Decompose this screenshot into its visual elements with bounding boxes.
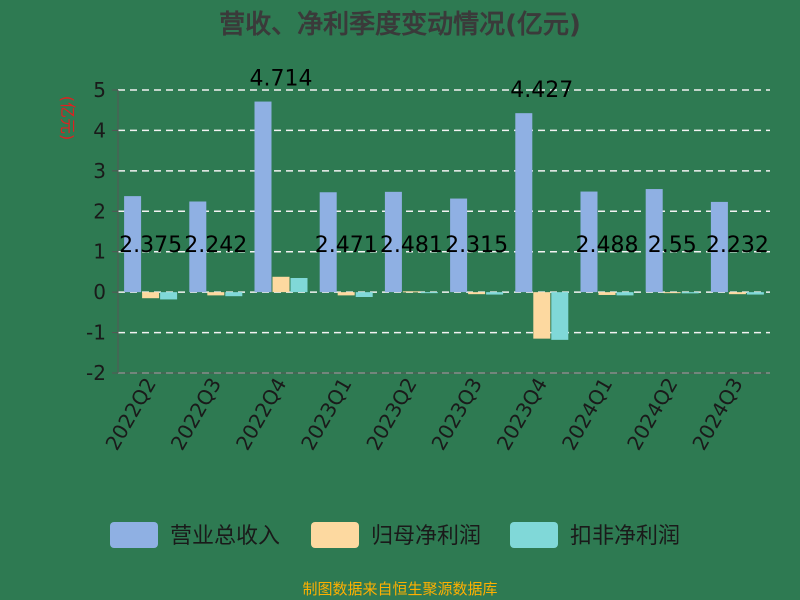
y-tick-label: 4 xyxy=(93,118,106,142)
data-label: 2.315 xyxy=(445,233,508,258)
chart-title: 营收、净利季度变动情况(亿元) xyxy=(219,9,581,40)
x-tick-label: 2023Q2 xyxy=(361,374,421,455)
bar-2023q1-s1 xyxy=(337,292,355,296)
x-tick-label: 2023Q3 xyxy=(426,374,486,455)
y-axis-label: (亿元) xyxy=(58,96,77,141)
data-label: 2.375 xyxy=(119,233,182,258)
x-tick-label: 2022Q2 xyxy=(100,374,160,455)
bar-2022q2-s0 xyxy=(124,196,142,293)
data-label: 2.488 xyxy=(576,233,639,258)
legend-label: 扣非净利润 xyxy=(570,524,680,549)
bar-series xyxy=(124,101,764,340)
legend-label: 营业总收入 xyxy=(170,524,280,549)
bar-2023q3-s2 xyxy=(486,292,504,295)
x-tick-label: 2023Q4 xyxy=(492,374,552,455)
bar-2022q3-s1 xyxy=(207,292,225,296)
data-label: 4.714 xyxy=(250,67,313,92)
bar-2024q3-s0 xyxy=(710,201,728,293)
y-tick-label: -1 xyxy=(86,321,106,345)
bar-2022q4-s0 xyxy=(254,101,272,293)
x-tick-label: 2022Q4 xyxy=(231,374,291,455)
y-tick-label: -2 xyxy=(86,361,106,385)
bar-2023q2-s1 xyxy=(402,291,420,293)
x-tick-label: 2024Q3 xyxy=(687,374,747,455)
bar-2022q3-s2 xyxy=(225,292,243,297)
bar-2023q4-s2 xyxy=(551,292,569,340)
y-tick-label: 0 xyxy=(93,280,106,304)
data-label: 2.55 xyxy=(648,233,697,258)
bar-2023q4-s0 xyxy=(515,113,533,293)
data-label: 2.232 xyxy=(706,233,769,258)
bar-2022q3-s0 xyxy=(189,201,207,293)
legend-swatch xyxy=(311,522,359,548)
data-label: 4.427 xyxy=(510,78,573,103)
legend-swatch xyxy=(110,522,158,548)
bar-2024q2-s1 xyxy=(663,292,681,294)
y-tick-label: 1 xyxy=(93,240,106,264)
bar-2023q1-s0 xyxy=(319,192,337,293)
bar-2024q1-s2 xyxy=(616,292,634,296)
bar-2023q1-s2 xyxy=(355,292,373,297)
y-tick-label: 5 xyxy=(93,78,106,102)
data-labels: 2.375 2.242 4.714 2.471 2.481 2.315 4.427 2.488… xyxy=(119,67,769,259)
data-label: 2.471 xyxy=(315,233,378,258)
bar-2023q3-s1 xyxy=(468,292,486,295)
x-axis-ticks: 2022Q2 2022Q3 2022Q4 2023Q1 2023Q2 2023Q3 2023… xyxy=(100,372,770,455)
bar-2022q2-s2 xyxy=(160,292,178,300)
legend-label: 归母净利润 xyxy=(371,524,481,549)
bar-2023q4-s1 xyxy=(533,292,551,339)
data-label: 2.481 xyxy=(380,233,443,258)
bar-2024q2-s0 xyxy=(645,189,663,293)
source-note: 制图数据来自恒生聚源数据库 xyxy=(302,580,497,598)
gridlines xyxy=(118,89,770,374)
x-tick-label: 2023Q1 xyxy=(296,374,356,455)
bar-2024q2-s2 xyxy=(681,292,699,294)
data-label: 2.242 xyxy=(184,233,247,258)
x-tick-label: 2024Q1 xyxy=(557,374,617,455)
y-tick-label: 3 xyxy=(93,159,106,183)
bar-2022q2-s1 xyxy=(142,292,160,299)
bar-2024q3-s2 xyxy=(746,292,764,295)
bar-2024q3-s1 xyxy=(728,292,746,295)
legend-swatch xyxy=(510,522,558,548)
bar-2022q4-s2 xyxy=(290,277,308,293)
bar-2023q3-s0 xyxy=(450,198,468,293)
y-tick-label: 2 xyxy=(93,199,106,223)
bar-2023q2-s0 xyxy=(384,191,402,293)
bar-2024q1-s1 xyxy=(598,292,616,295)
x-tick-label: 2024Q2 xyxy=(622,374,682,455)
legend: 营业总收入 归母净利润 扣非净利润 xyxy=(110,522,680,549)
bar-2023q2-s2 xyxy=(420,292,438,294)
bar-2022q4-s1 xyxy=(272,276,290,293)
y-axis-ticks: 5 4 3 2 1 0 -1 -2 xyxy=(86,78,118,385)
bar-2024q1-s0 xyxy=(580,191,598,293)
x-tick-label: 2022Q3 xyxy=(166,374,226,455)
